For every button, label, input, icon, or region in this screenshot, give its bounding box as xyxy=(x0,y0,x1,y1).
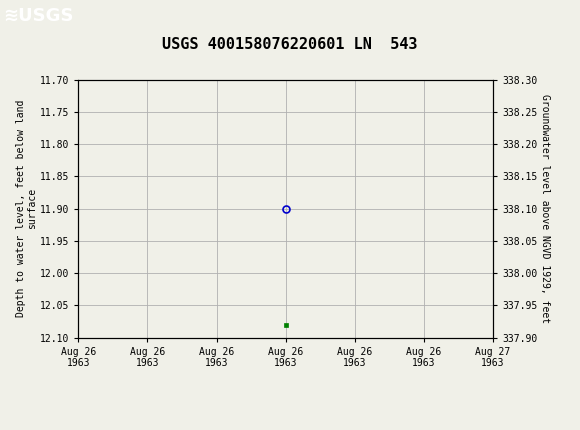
Y-axis label: Depth to water level, feet below land
surface: Depth to water level, feet below land su… xyxy=(16,100,37,317)
Text: ≋USGS: ≋USGS xyxy=(3,7,74,25)
Text: USGS 400158076220601 LN  543: USGS 400158076220601 LN 543 xyxy=(162,37,418,52)
Y-axis label: Groundwater level above NGVD 1929, feet: Groundwater level above NGVD 1929, feet xyxy=(540,94,550,323)
